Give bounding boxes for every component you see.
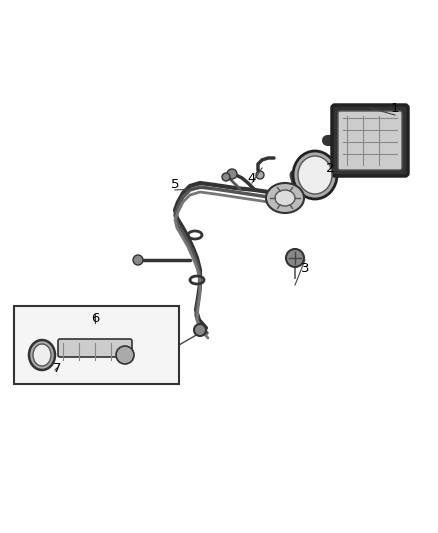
FancyBboxPatch shape	[332, 105, 408, 176]
Text: 1: 1	[391, 101, 399, 115]
Ellipse shape	[298, 156, 332, 194]
Ellipse shape	[33, 344, 51, 366]
Ellipse shape	[293, 151, 337, 199]
Circle shape	[194, 324, 206, 336]
Circle shape	[222, 173, 230, 181]
Circle shape	[116, 346, 134, 364]
Text: 6: 6	[91, 311, 99, 325]
Text: 3: 3	[301, 262, 309, 274]
Text: 4: 4	[248, 172, 256, 184]
Circle shape	[256, 171, 264, 179]
Ellipse shape	[275, 190, 295, 206]
Text: 5: 5	[171, 179, 179, 191]
Circle shape	[227, 169, 237, 179]
FancyBboxPatch shape	[58, 339, 132, 357]
Circle shape	[133, 255, 143, 265]
Ellipse shape	[266, 183, 304, 213]
Circle shape	[286, 249, 304, 267]
Text: 2: 2	[326, 161, 334, 174]
Ellipse shape	[29, 340, 55, 370]
Text: 7: 7	[53, 361, 61, 375]
FancyBboxPatch shape	[338, 111, 402, 170]
Bar	[14, 306, 179, 384]
